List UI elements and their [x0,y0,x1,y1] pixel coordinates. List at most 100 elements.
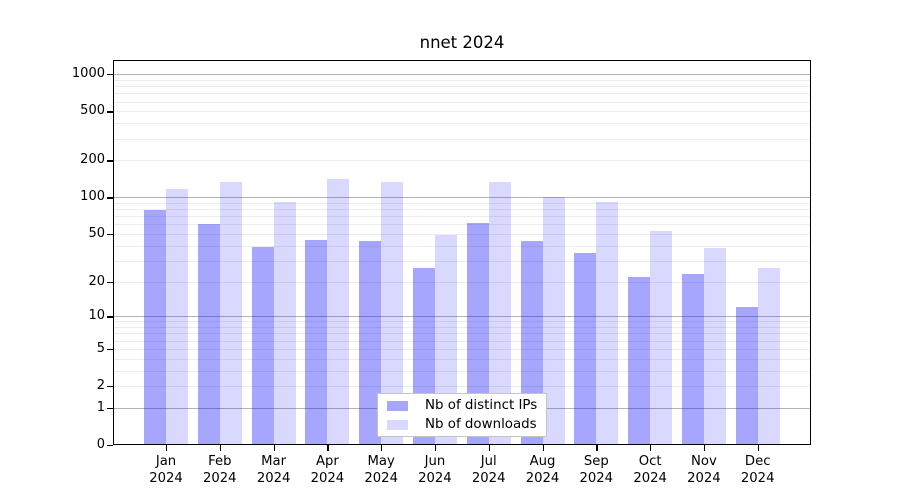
y-axis-tick [107,386,113,388]
y-axis-tick [107,281,113,283]
x-axis-tick [542,445,544,451]
gridline-minor [113,79,811,81]
y-axis-tick [107,197,113,199]
gridline-minor [113,224,811,226]
bar-nb-of-distinct-ips-may-2024 [359,240,382,445]
y-axis-tick-label: 500 [80,103,105,119]
x-axis-tick [381,445,383,451]
bar-nb-of-downloads-mar-2024 [273,201,296,445]
x-axis-tick-label-month: Feb [208,454,232,469]
y-axis-tick-label: 1 [96,399,105,415]
x-axis-tick-label-year: 2024 [149,471,183,486]
x-axis-tick-label: Apr 2024 [287,453,367,487]
gridline-minor [113,86,811,88]
bar-nb-of-distinct-ips-oct-2024 [628,276,651,445]
x-axis-tick-label-year: 2024 [579,471,614,486]
gridline-minor [113,209,811,211]
gridline-minor [113,327,811,329]
y-axis-tick [107,445,113,447]
y-axis-tick-label: 1000 [71,66,105,82]
chart-title: nnet 2024 [419,33,505,52]
bar-nb-of-downloads-jan-2024 [166,188,188,445]
y-axis-tick-label: 2 [96,378,105,393]
y-axis-tick-label: 5 [96,340,105,356]
x-axis-tick-label-month: Apr [315,454,339,469]
x-axis-tick [273,445,275,451]
x-axis-tick [327,445,329,451]
x-axis-tick-label: Oct 2024 [610,453,690,487]
legend-item-downloads: Nb of downloads [378,415,546,434]
y-axis-tick [107,111,113,113]
x-axis-tick-label-year: 2024 [633,471,667,486]
y-axis-tick-label: 50 [88,225,105,241]
x-axis-tick-label: Jul 2024 [449,453,529,487]
gridline-minor [113,160,811,162]
gridline-minor [113,101,811,103]
x-axis-tick-label-year: 2024 [256,471,291,486]
gridline-minor [113,123,811,125]
x-axis-tick [757,445,759,451]
y-axis-tick-label: 0 [96,437,105,452]
x-axis-tick-label-year: 2024 [364,471,398,486]
x-axis-tick [434,445,437,451]
gridline-major [113,197,811,199]
gridline-minor [113,233,811,235]
x-axis-tick-label-month: Sep [583,454,609,469]
x-axis-tick-label-month: Jan [155,454,177,469]
x-axis-tick-label-year: 2024 [740,471,775,486]
x-axis-tick-label-month: Dec [744,454,771,469]
bar-nb-of-downloads-aug-2024 [542,196,565,445]
bar-nb-of-distinct-ips-apr-2024 [305,239,328,445]
gridline-minor [113,321,811,323]
bar-nb-of-downloads-sep-2024 [596,201,619,445]
x-axis-tick-label-month: Mar [261,454,287,469]
x-axis-tick-label-month: Nov [691,454,717,469]
x-axis-tick [166,445,168,451]
gridline-minor [113,93,811,95]
x-axis-tick-label: Feb 2024 [180,453,260,487]
bar-nb-of-distinct-ips-sep-2024 [574,252,597,445]
bar-nb-of-distinct-ips-jul-2024 [466,222,489,445]
gridline-major [113,74,811,76]
x-axis-tick-label: Dec 2024 [718,453,798,487]
bar-nb-of-downloads-oct-2024 [650,230,673,445]
x-axis-tick-label: Aug 2024 [503,453,583,487]
x-axis-tick-label: May 2024 [341,453,421,487]
bar-nb-of-distinct-ips-dec-2024 [735,307,758,445]
x-axis-tick-label-month: Jun [424,454,446,469]
bar-nb-of-distinct-ips-nov-2024 [681,274,704,445]
gridline-minor [113,111,811,113]
y-axis-tick [107,407,113,410]
bar-nb-of-downloads-may-2024 [381,182,404,445]
x-axis-tick-label-year: 2024 [471,471,506,486]
y-axis-tick-label: 200 [80,152,105,168]
x-axis-tick [488,445,490,451]
gridline-minor [113,358,811,360]
x-axis-tick [650,445,652,451]
bar-nb-of-distinct-ips-mar-2024 [251,247,274,445]
gridline-minor [113,281,811,283]
x-axis-tick [596,445,598,451]
x-axis-tick-label-year: 2024 [525,471,560,486]
bar-nb-of-downloads-dec-2024 [757,268,780,445]
y-axis-tick [107,316,113,318]
x-axis-tick-label-month: Jul [480,454,497,469]
y-axis-tick-label: 100 [80,189,105,205]
gridline-major [113,316,811,318]
gridline-minor [113,202,811,204]
gridline-minor [113,260,811,262]
legend-swatch-distinct-ips [387,400,408,411]
x-axis-tick [219,445,222,451]
x-axis-tick-label: Sep 2024 [556,453,636,487]
gridline-minor [113,340,811,342]
x-axis-tick [703,445,706,451]
gridline-minor [113,386,811,387]
y-axis-tick-label: 20 [88,273,105,289]
legend-label-downloads: Nb of downloads [425,417,537,432]
bar-nb-of-downloads-jun-2024 [434,235,457,445]
x-axis-tick-label-year: 2024 [310,471,345,486]
legend-item-distinct-ips: Nb of distinct IPs [378,396,546,415]
y-axis-tick [107,160,113,162]
x-axis-tick-label-month: Oct [638,454,662,469]
